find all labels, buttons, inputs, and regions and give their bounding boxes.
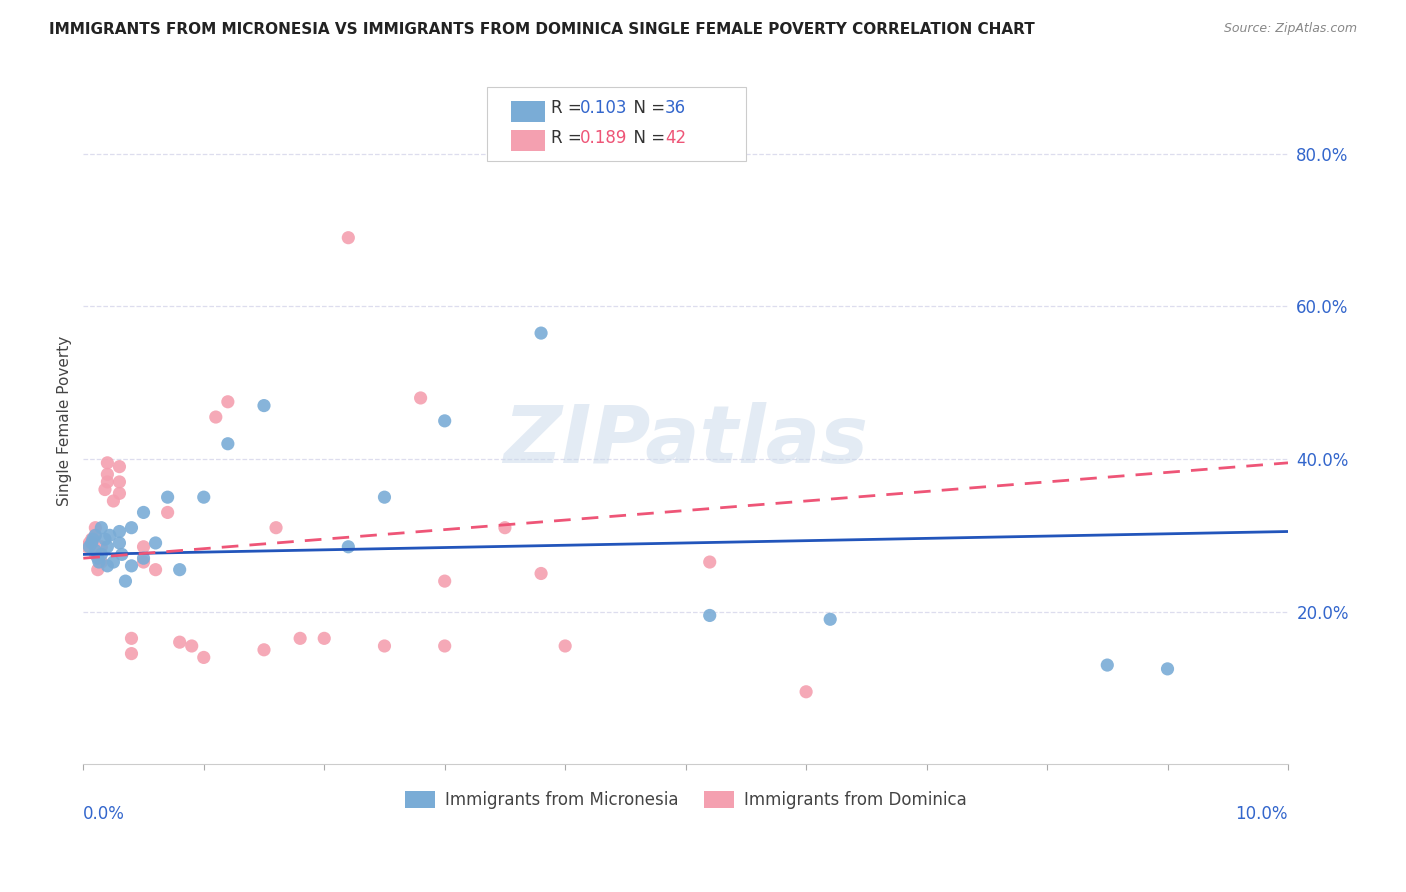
Point — [193, 650, 215, 665]
Point — [94, 532, 117, 546]
Text: 42: 42 — [665, 128, 686, 147]
FancyBboxPatch shape — [486, 87, 745, 161]
Point — [288, 632, 311, 646]
Point — [96, 540, 118, 554]
Point — [530, 566, 553, 581]
Point — [96, 475, 118, 489]
Point — [409, 391, 432, 405]
Point — [180, 639, 202, 653]
Point — [84, 548, 107, 562]
Text: 0.103: 0.103 — [579, 99, 627, 118]
Point — [98, 528, 121, 542]
Point — [103, 555, 125, 569]
Point — [90, 555, 112, 569]
Text: N =: N = — [623, 128, 671, 147]
Point — [337, 230, 360, 244]
Point — [121, 647, 143, 661]
Point — [1156, 662, 1178, 676]
Point — [76, 540, 98, 554]
Point — [145, 563, 167, 577]
Point — [264, 521, 287, 535]
Legend: Immigrants from Micronesia, Immigrants from Dominica: Immigrants from Micronesia, Immigrants f… — [396, 783, 974, 818]
Point — [90, 548, 112, 562]
Point — [699, 555, 721, 569]
Point — [90, 540, 112, 554]
Point — [84, 528, 107, 542]
Point — [193, 490, 215, 504]
Text: N =: N = — [623, 99, 671, 118]
Point — [169, 563, 191, 577]
Point — [1097, 658, 1119, 673]
Point — [433, 414, 456, 428]
Point — [84, 528, 107, 542]
Point — [132, 551, 155, 566]
Point — [108, 475, 131, 489]
Point — [132, 540, 155, 554]
Point — [337, 540, 360, 554]
Point — [87, 563, 110, 577]
Point — [169, 635, 191, 649]
Point — [96, 558, 118, 573]
Point — [253, 399, 276, 413]
Text: 10.0%: 10.0% — [1236, 805, 1288, 823]
Text: 0.0%: 0.0% — [83, 805, 125, 823]
Point — [494, 521, 516, 535]
Point — [433, 639, 456, 653]
Point — [108, 486, 131, 500]
Point — [373, 490, 395, 504]
Point — [156, 505, 179, 519]
Text: ZIPatlas: ZIPatlas — [503, 402, 868, 481]
Point — [79, 540, 101, 554]
FancyBboxPatch shape — [510, 102, 544, 122]
Text: IMMIGRANTS FROM MICRONESIA VS IMMIGRANTS FROM DOMINICA SINGLE FEMALE POVERTY COR: IMMIGRANTS FROM MICRONESIA VS IMMIGRANTS… — [49, 22, 1035, 37]
Point — [530, 326, 553, 340]
Point — [87, 555, 110, 569]
Point — [103, 494, 125, 508]
Point — [132, 505, 155, 519]
Point — [794, 685, 817, 699]
Point — [96, 467, 118, 482]
Y-axis label: Single Female Poverty: Single Female Poverty — [58, 335, 72, 506]
Point — [818, 612, 841, 626]
Point — [253, 642, 276, 657]
Point — [80, 536, 103, 550]
Text: Source: ZipAtlas.com: Source: ZipAtlas.com — [1223, 22, 1357, 36]
Point — [132, 555, 155, 569]
Point — [699, 608, 721, 623]
Point — [80, 532, 103, 546]
Text: R =: R = — [551, 99, 586, 118]
Point — [314, 632, 336, 646]
Point — [108, 524, 131, 539]
Text: 36: 36 — [665, 99, 686, 118]
Point — [84, 521, 107, 535]
Text: R =: R = — [551, 128, 586, 147]
Point — [79, 536, 101, 550]
Point — [87, 551, 110, 566]
Point — [108, 536, 131, 550]
FancyBboxPatch shape — [510, 130, 544, 151]
Point — [121, 632, 143, 646]
Point — [217, 394, 239, 409]
Point — [204, 410, 226, 425]
Point — [82, 532, 104, 546]
Point — [84, 543, 107, 558]
Point — [111, 548, 134, 562]
Point — [373, 639, 395, 653]
Point — [108, 459, 131, 474]
Point — [433, 574, 456, 588]
Point — [145, 536, 167, 550]
Point — [114, 574, 136, 588]
Point — [90, 521, 112, 535]
Text: 0.189: 0.189 — [579, 128, 627, 147]
Point — [96, 456, 118, 470]
Point — [217, 436, 239, 450]
Point — [94, 483, 117, 497]
Point — [121, 521, 143, 535]
Point — [554, 639, 576, 653]
Point — [121, 558, 143, 573]
Point — [156, 490, 179, 504]
